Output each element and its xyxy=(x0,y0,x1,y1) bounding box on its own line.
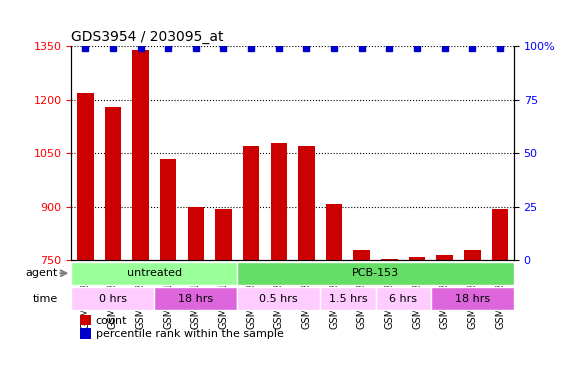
Bar xyxy=(409,258,425,260)
Text: agent: agent xyxy=(25,268,58,278)
Text: time: time xyxy=(33,294,58,304)
Bar xyxy=(187,207,204,260)
Bar xyxy=(464,250,481,260)
FancyBboxPatch shape xyxy=(71,287,154,311)
Bar xyxy=(381,258,398,260)
Bar xyxy=(80,328,91,339)
Bar xyxy=(243,146,259,260)
Bar xyxy=(77,93,94,260)
FancyBboxPatch shape xyxy=(238,262,514,285)
Text: untreated: untreated xyxy=(127,268,182,278)
Bar xyxy=(80,315,91,325)
Bar xyxy=(436,255,453,260)
Text: 1.5 hrs: 1.5 hrs xyxy=(329,294,367,304)
Text: percentile rank within the sample: percentile rank within the sample xyxy=(96,329,284,339)
Bar xyxy=(215,209,232,260)
Text: 0.5 hrs: 0.5 hrs xyxy=(259,294,298,304)
Bar xyxy=(326,204,343,260)
Text: 18 hrs: 18 hrs xyxy=(455,294,490,304)
Bar xyxy=(492,209,508,260)
Bar xyxy=(271,143,287,260)
Text: PCB-153: PCB-153 xyxy=(352,268,399,278)
Text: count: count xyxy=(96,316,127,326)
Bar xyxy=(104,107,121,260)
Bar xyxy=(298,146,315,260)
Text: 18 hrs: 18 hrs xyxy=(178,294,214,304)
FancyBboxPatch shape xyxy=(154,287,238,311)
FancyBboxPatch shape xyxy=(238,287,320,311)
FancyBboxPatch shape xyxy=(431,287,514,311)
Bar xyxy=(132,50,149,260)
FancyBboxPatch shape xyxy=(320,287,376,311)
Bar xyxy=(353,250,370,260)
FancyBboxPatch shape xyxy=(71,262,238,285)
Text: 6 hrs: 6 hrs xyxy=(389,294,417,304)
Text: 0 hrs: 0 hrs xyxy=(99,294,127,304)
Text: GDS3954 / 203095_at: GDS3954 / 203095_at xyxy=(71,30,224,44)
FancyBboxPatch shape xyxy=(376,287,431,311)
Bar xyxy=(160,159,176,260)
